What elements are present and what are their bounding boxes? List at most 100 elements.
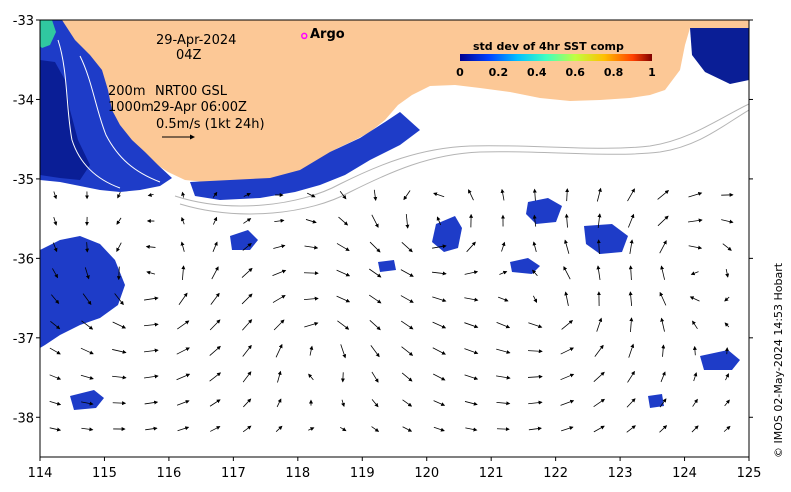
current-arrow <box>561 320 573 330</box>
product-label: NRT00 GSL <box>155 84 228 99</box>
sst-patch-coast-green <box>40 20 56 48</box>
current-arrow <box>402 399 413 407</box>
current-arrow <box>660 371 666 383</box>
current-arrow <box>51 294 60 304</box>
x-tick-label: 123 <box>608 466 633 481</box>
current-arrow <box>725 373 729 381</box>
current-arrow <box>82 293 92 306</box>
current-arrow <box>81 320 94 330</box>
sst-patch-offshore-6 <box>700 350 740 370</box>
current-arrow <box>400 295 414 303</box>
current-arrow <box>176 373 191 381</box>
current-arrow <box>181 216 185 225</box>
current-arrow <box>596 239 601 255</box>
current-arrow <box>373 189 378 201</box>
current-arrow <box>272 295 286 303</box>
current-arrow <box>369 320 381 331</box>
current-arrow <box>338 216 349 226</box>
current-arrow <box>468 189 474 201</box>
current-arrow <box>464 401 478 406</box>
colorbar-tick-label: 0.6 <box>565 66 585 79</box>
current-arrow <box>628 291 633 307</box>
current-arrow <box>371 371 379 383</box>
current-arrow <box>304 245 319 250</box>
current-arrow <box>432 347 446 355</box>
colorbar-gradient <box>460 54 652 61</box>
current-arrow <box>436 216 442 226</box>
current-arrow <box>308 427 315 431</box>
current-arrow <box>210 292 220 305</box>
y-tick-label: -35 <box>13 173 34 188</box>
current-arrow <box>528 400 543 405</box>
current-arrow <box>561 426 574 432</box>
current-arrow <box>339 191 347 200</box>
current-arrow <box>210 426 221 432</box>
current-arrow <box>52 242 58 253</box>
current-arrow <box>659 398 667 408</box>
current-arrow <box>629 239 634 254</box>
current-arrow <box>336 269 351 277</box>
current-arrow <box>401 346 414 356</box>
current-arrow <box>528 322 543 329</box>
current-arrow <box>146 270 156 275</box>
current-arrow <box>274 218 285 223</box>
current-arrow <box>53 191 58 200</box>
current-arrow <box>465 427 478 432</box>
current-arrow <box>627 188 635 202</box>
isobath-1000-label: 1000m <box>108 100 154 115</box>
current-arrow <box>209 372 222 382</box>
isobath-200m <box>174 103 749 207</box>
current-arrow <box>403 190 411 201</box>
date-label: 29-Apr-2024 <box>156 33 236 48</box>
current-arrow <box>692 398 698 407</box>
colorbar-tick-label: 0.8 <box>604 66 624 79</box>
current-arrow <box>144 400 159 405</box>
current-arrow <box>81 401 94 406</box>
current-arrow <box>144 348 159 353</box>
current-arrow <box>628 265 633 281</box>
current-arrow <box>532 188 537 201</box>
current-arrow <box>116 242 122 253</box>
current-arrow <box>496 375 511 380</box>
current-arrow <box>242 344 252 357</box>
current-arrow <box>563 266 571 280</box>
current-arrow <box>596 265 601 280</box>
current-arrow <box>243 398 252 408</box>
current-arrow <box>527 349 543 354</box>
x-tick-label: 115 <box>92 466 117 481</box>
current-arrow <box>308 373 314 381</box>
colorbar-tick-label: 0.2 <box>489 66 509 79</box>
x-tick-label: 122 <box>543 466 568 481</box>
current-arrow <box>52 268 58 279</box>
current-arrow <box>532 269 538 277</box>
current-arrow <box>112 401 127 406</box>
current-arrow <box>112 321 127 329</box>
current-arrow <box>273 319 285 331</box>
current-arrow <box>724 322 730 328</box>
current-arrow <box>340 344 347 359</box>
current-arrow <box>692 345 697 356</box>
current-arrow <box>272 269 287 276</box>
current-arrow <box>336 295 351 303</box>
current-arrow <box>80 347 94 355</box>
isobath-1000m <box>179 109 749 215</box>
x-tick-label: 125 <box>737 466 762 481</box>
current-arrow <box>116 266 121 281</box>
sst-patch-offshore-1 <box>432 216 462 252</box>
current-arrow <box>50 320 61 330</box>
current-arrow <box>84 267 90 280</box>
current-arrow <box>241 293 253 305</box>
current-vectors <box>49 187 734 433</box>
colorbar-tick-label: 0.4 <box>527 66 547 79</box>
current-arrow <box>212 191 218 198</box>
current-arrow <box>303 296 319 301</box>
sst-coverage <box>40 20 749 410</box>
current-arrow <box>466 241 476 253</box>
current-arrow <box>693 372 698 382</box>
current-arrow <box>53 216 58 226</box>
current-arrow <box>560 373 575 381</box>
current-arrow <box>304 321 319 328</box>
current-arrow <box>626 425 636 433</box>
current-arrow <box>242 243 252 251</box>
